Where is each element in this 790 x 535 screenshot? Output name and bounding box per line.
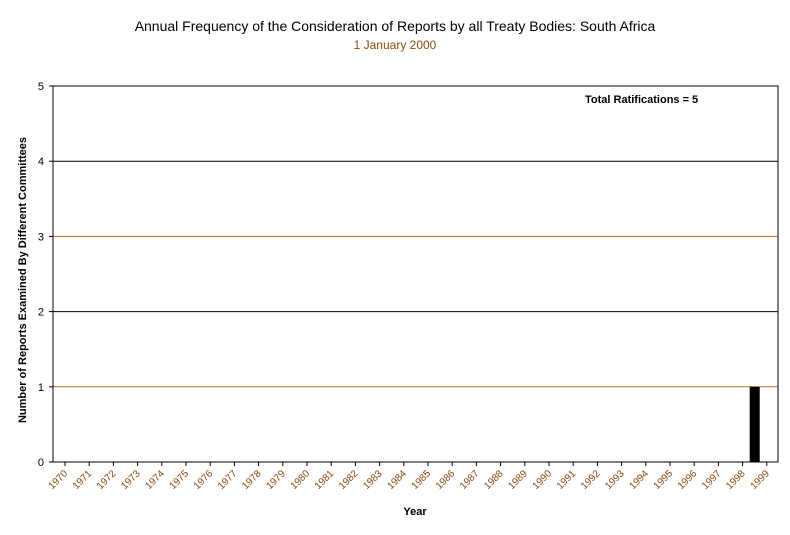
- x-tick-label: 1997: [700, 468, 724, 492]
- x-tick-label: 1984: [385, 468, 409, 492]
- chart-subtitle: 1 January 2000: [353, 38, 437, 52]
- gridlines: [53, 160, 778, 388]
- x-tick-label: 1996: [676, 468, 700, 492]
- x-tick-label: 1999: [748, 468, 772, 492]
- x-tick-label: 1989: [506, 468, 530, 492]
- x-tick-label: 1975: [168, 468, 192, 492]
- y-tick-label: 1: [38, 382, 44, 394]
- x-tick-label: 1971: [71, 468, 95, 492]
- x-tick-label: 1982: [337, 468, 361, 492]
- x-tick-label: 1972: [95, 468, 119, 492]
- x-axis-label: Year: [403, 506, 427, 518]
- x-tick-label: 1991: [555, 468, 579, 492]
- x-tick-label: 1979: [264, 468, 288, 492]
- total-ratifications-annotation: Total Ratifications = 5: [585, 94, 698, 106]
- x-tick-label: 1992: [579, 468, 603, 492]
- y-tick-label: 5: [38, 81, 44, 93]
- y-tick-label: 4: [38, 156, 44, 168]
- y-tick-label: 3: [38, 231, 44, 243]
- x-tick-label: 1973: [119, 468, 143, 492]
- y-axis-ticks: 0 1 2 3 4 5: [38, 81, 53, 469]
- x-tick-label: 1980: [289, 468, 313, 492]
- x-tick-label: 1977: [216, 468, 240, 492]
- x-tick-label: 1998: [724, 468, 748, 492]
- x-tick-label: 1978: [240, 468, 264, 492]
- x-tick-label: 1993: [603, 468, 627, 492]
- y-tick-label: 0: [38, 457, 44, 469]
- y-tick-label: 2: [38, 307, 44, 319]
- x-tick-label: 1990: [531, 468, 555, 492]
- y-axis-label: Number of Reports Examined By Different …: [17, 137, 29, 423]
- x-tick-label: 1970: [47, 468, 71, 492]
- x-tick-label: 1985: [410, 468, 434, 492]
- plot-area: [52, 85, 779, 463]
- bar-1998: [749, 386, 760, 462]
- x-tick-label: 1981: [313, 468, 337, 492]
- x-tick-label: 1988: [482, 468, 506, 492]
- x-tick-label: 1976: [192, 468, 216, 492]
- bars: [749, 386, 760, 462]
- x-tick-label: 1986: [434, 468, 458, 492]
- x-tick-label: 1994: [627, 468, 651, 492]
- x-tick-label: 1983: [361, 468, 385, 492]
- x-tick-label: 1974: [143, 468, 167, 492]
- x-tick-label: 1987: [458, 468, 482, 492]
- chart-title: Annual Frequency of the Consideration of…: [134, 18, 656, 34]
- x-axis-ticks: 1970 1971 1972 1973 1974 1975 1976 1977 1978 1979…: [47, 462, 772, 492]
- x-tick-label: 1995: [652, 468, 676, 492]
